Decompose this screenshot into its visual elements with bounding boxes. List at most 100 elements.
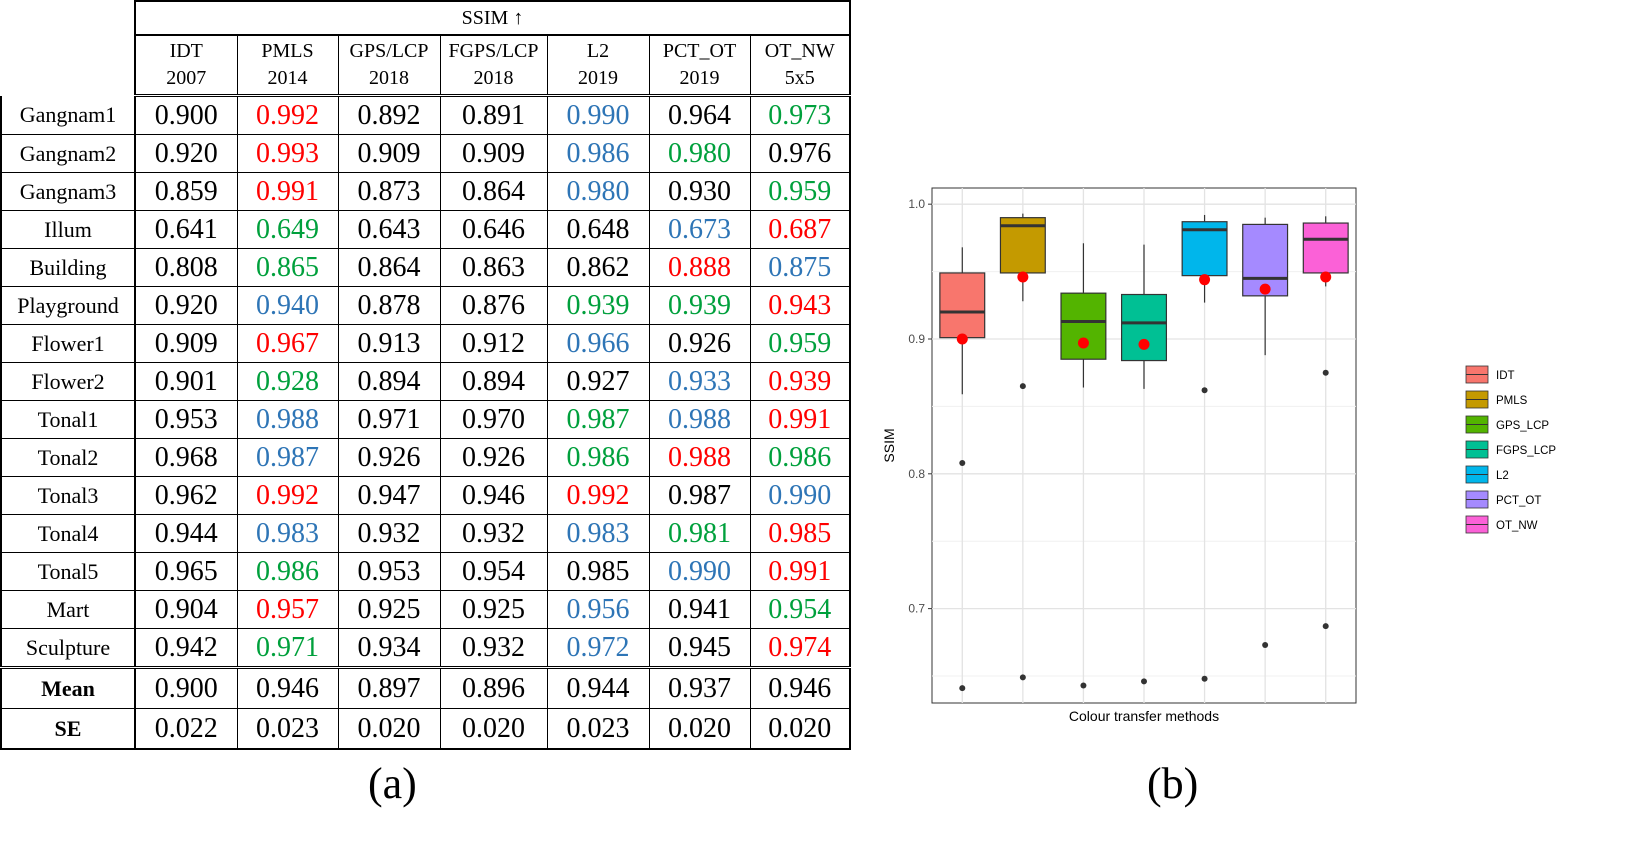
table-cell: 0.863	[440, 248, 548, 287]
method-year: 2014	[267, 67, 308, 89]
table-cell: 0.941	[649, 590, 751, 629]
metric-header: SSIM ↑	[134, 0, 851, 36]
table-row: Mean 0.900 0.946 0.897 0.896 0.944 0.937 0.946	[0, 666, 851, 709]
table-cell: 0.993	[237, 134, 339, 173]
table-cell: 0.991	[750, 400, 851, 439]
box-iqr	[1302, 222, 1349, 274]
panel-label-b: (b)	[1147, 759, 1199, 808]
row-label: Gangnam1	[0, 95, 136, 135]
box-ot-nw	[1302, 216, 1349, 630]
row-label: Playground	[0, 286, 136, 325]
box-iqr	[1242, 223, 1289, 297]
table-cell: 0.925	[440, 590, 548, 629]
table-cell: 0.990	[547, 95, 650, 135]
outlier-point	[959, 460, 966, 467]
outlier-point	[1262, 642, 1269, 649]
row-label: Building	[0, 248, 136, 287]
table-cell: 0.864	[338, 248, 441, 287]
table-cell: 0.926	[649, 324, 751, 363]
table-cell: 0.927	[547, 362, 650, 401]
method-name: IDT	[169, 40, 203, 62]
table-cell: 0.971	[237, 628, 339, 668]
table-cell: 0.943	[750, 286, 851, 325]
box-fgps-lcp	[1120, 244, 1168, 685]
table-cell: 0.926	[338, 438, 441, 477]
table-row: Tonal1 0.953 0.988 0.971 0.970 0.987 0.988 0.99…	[0, 400, 851, 439]
table-cell: 0.992	[237, 95, 339, 135]
table-cell: 0.940	[237, 286, 339, 325]
table-cell: 0.859	[135, 172, 238, 211]
table-cell: 0.990	[649, 552, 751, 591]
row-label: Tonal1	[0, 400, 136, 439]
method-name: FGPS/LCP	[448, 40, 539, 62]
method-year: 2019	[679, 67, 720, 89]
box-pmls	[999, 213, 1046, 681]
table-cell: 0.875	[750, 248, 851, 287]
table-cell: 0.808	[135, 248, 238, 287]
x-axis-title: Colour transfer methods	[1069, 708, 1219, 724]
box-iqr	[1120, 293, 1168, 362]
table-row: Gangnam3 0.859 0.991 0.873 0.864 0.980 0.930 0.…	[0, 172, 851, 211]
method-year: 2007	[166, 67, 207, 89]
table-cell: 0.973	[750, 95, 851, 135]
table-cell: 0.909	[440, 134, 548, 173]
legend-item: IDT	[1465, 365, 1515, 384]
table-cell: 0.992	[547, 476, 650, 515]
table-cell: 0.946	[440, 476, 548, 515]
table-cell: 0.920	[135, 286, 238, 325]
table-cell: 0.983	[237, 514, 339, 553]
row-label: Mean	[0, 666, 136, 709]
box-iqr	[1060, 292, 1107, 360]
table-cell: 0.920	[135, 134, 238, 173]
table-cell: 0.991	[237, 172, 339, 211]
table-cell: 0.932	[440, 628, 548, 668]
table-cell: 0.946	[237, 666, 339, 709]
table-cell: 0.020	[750, 708, 851, 750]
table-cell: 0.965	[135, 552, 238, 591]
method-header: FGPS/LCP 2018	[439, 35, 548, 97]
legend-label: GPS_LCP	[1496, 420, 1549, 432]
table-cell: 0.959	[750, 172, 851, 211]
method-name: PCT_OT	[662, 40, 737, 62]
legend-label: L2	[1496, 470, 1509, 482]
row-label: Illum	[0, 210, 136, 249]
legend-label: OT_NW	[1496, 520, 1538, 532]
table-cell: 0.980	[649, 134, 751, 173]
legend: IDT PMLS GPS_LCP FGPS_LCP L2 PCT_OT OT_NW	[1465, 365, 1556, 534]
outlier-point	[1019, 674, 1026, 681]
mean-point	[1259, 283, 1271, 295]
table-cell: 0.988	[237, 400, 339, 439]
outlier-point	[1322, 369, 1329, 376]
table-cell: 0.981	[649, 514, 751, 553]
table-row: Flower1 0.909 0.967 0.913 0.912 0.966 0.926 0.9…	[0, 324, 851, 363]
y-tick-label: 1.0	[908, 197, 925, 211]
ssim-boxplot-chart: 0.7 0.8 0.9 1.0 Colour transfer methods SSIM I…	[881, 187, 1556, 724]
box-pct-ot	[1242, 217, 1289, 649]
table-cell: 0.942	[135, 628, 238, 668]
table-row: Tonal3 0.962 0.992 0.947 0.946 0.992 0.987 0.99…	[0, 476, 851, 515]
table-cell: 0.966	[547, 324, 650, 363]
table-cell: 0.020	[338, 708, 441, 750]
table-corner	[1, 35, 135, 96]
table-corner	[1, 1, 135, 35]
table-cell: 0.925	[338, 590, 441, 629]
table-cell: 0.953	[338, 552, 441, 591]
outlier-point	[1322, 623, 1329, 630]
table-cell: 0.976	[750, 134, 851, 173]
y-tick-label: 0.7	[908, 602, 925, 616]
table-row: Playground 0.920 0.940 0.878 0.876 0.939 0.939…	[0, 286, 851, 325]
table-cell: 0.986	[547, 134, 650, 173]
legend-item: FGPS_LCP	[1465, 440, 1556, 459]
row-label: Flower2	[0, 362, 136, 401]
row-label: Sculpture	[0, 628, 136, 668]
method-header: L2 2019	[546, 35, 650, 97]
table-cell: 0.954	[750, 590, 851, 629]
table-cell: 0.986	[237, 552, 339, 591]
table-row: Tonal5 0.965 0.986 0.953 0.954 0.985 0.990 0.99…	[0, 552, 851, 591]
method-header: PCT_OT 2019	[648, 35, 751, 97]
table-cell: 0.926	[440, 438, 548, 477]
table-cell: 0.953	[135, 400, 238, 439]
table-cell: 0.673	[649, 210, 751, 249]
table-row: Building 0.808 0.865 0.864 0.863 0.862 0.888 0.…	[0, 248, 851, 287]
method-year: 2018	[369, 67, 409, 89]
